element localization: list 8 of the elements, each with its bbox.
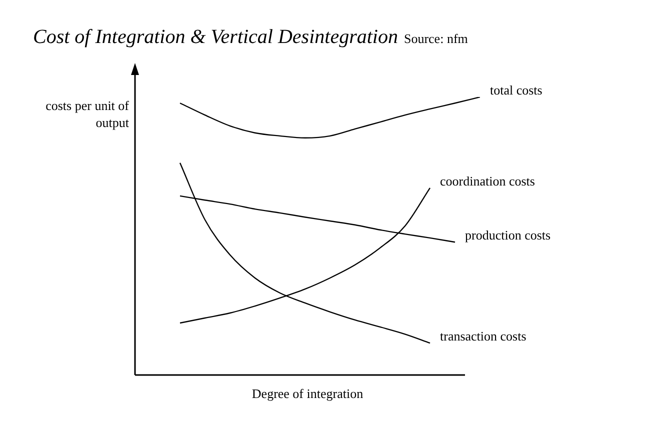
y-axis-title: costs per unit of output [46,98,130,130]
series-label: transaction costs [440,328,526,344]
x-axis-title: Degree of integration [252,386,364,401]
series-label: coordination costs [440,173,535,188]
series-label: production costs [465,228,551,243]
chart-title: Cost of Integration & Vertical Desintegration [33,26,398,48]
series-label: total costs [490,82,542,98]
source-note: Source: nfm [404,31,468,46]
